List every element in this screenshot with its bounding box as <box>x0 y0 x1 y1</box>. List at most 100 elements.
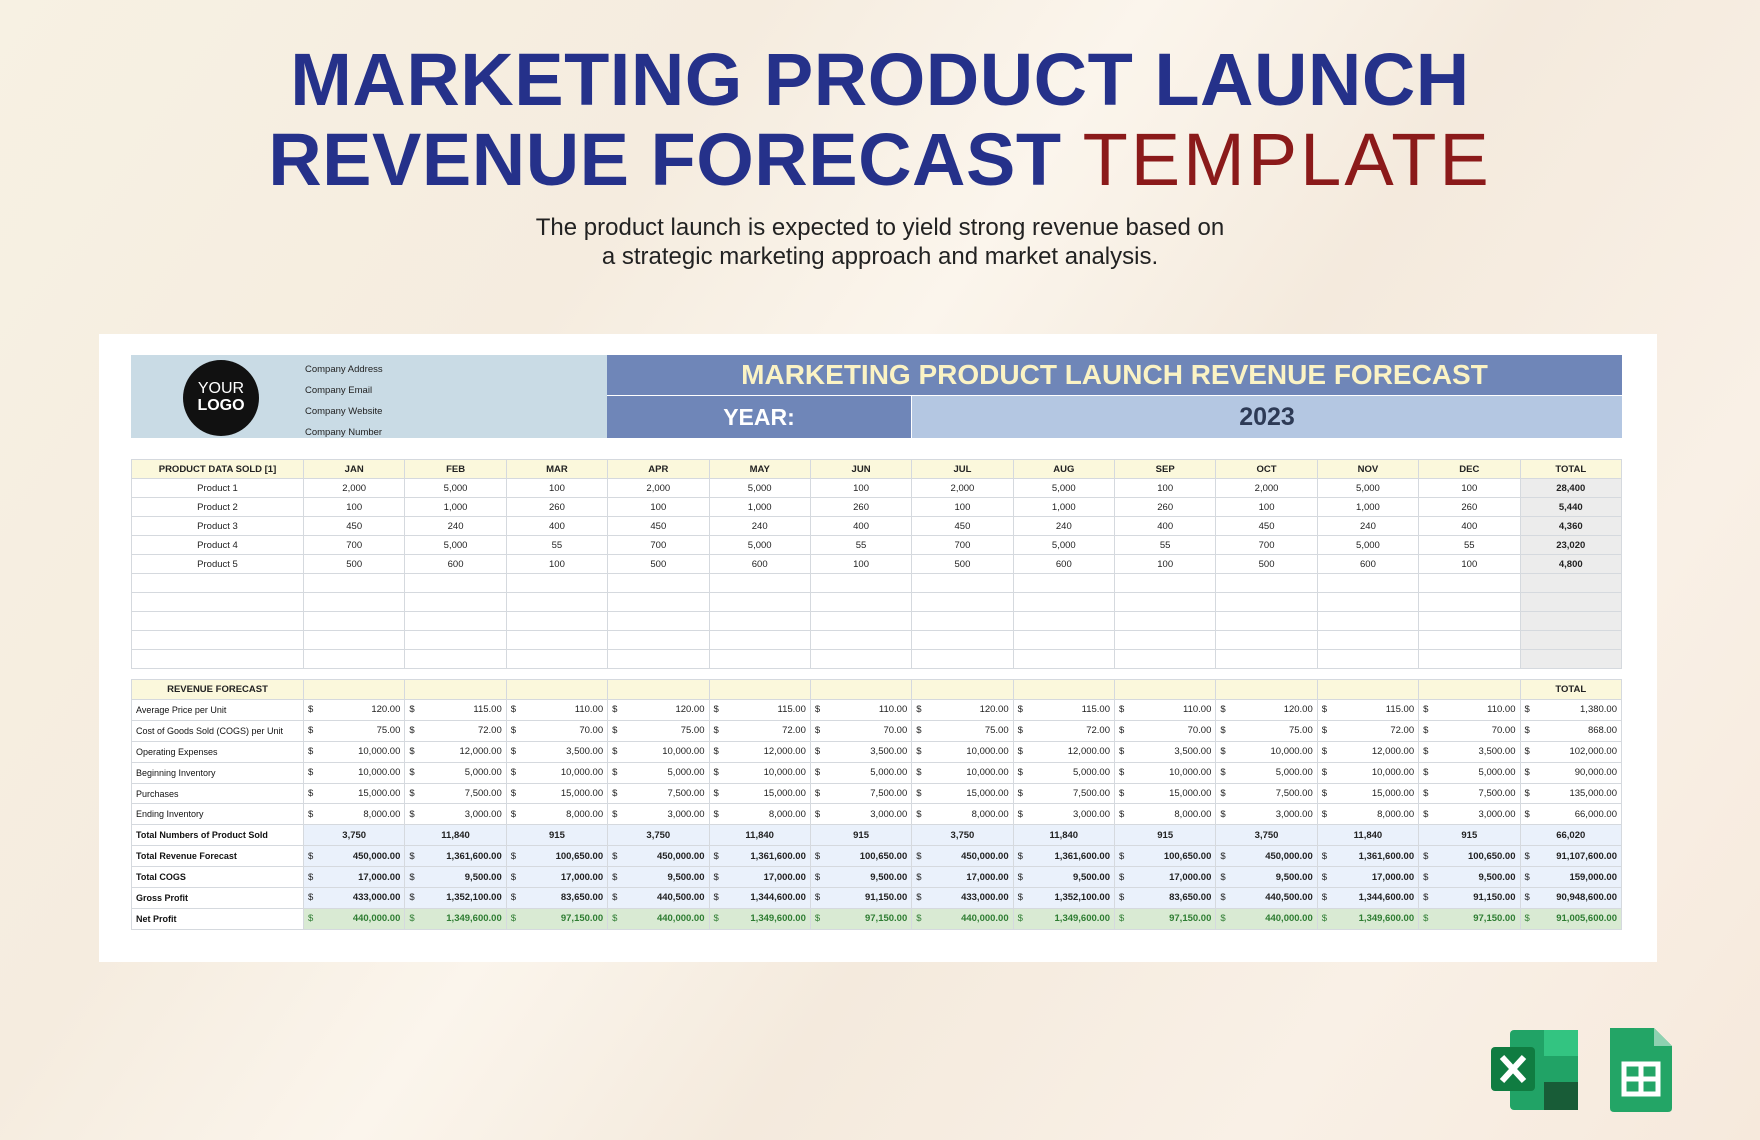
product-value: 1,000 <box>404 497 507 517</box>
empty-cell <box>404 573 507 593</box>
amount: 120.00 <box>1283 704 1313 716</box>
currency-sign: $ <box>612 913 618 925</box>
money: $5,000.00 <box>612 767 704 778</box>
amount: 450,000.00 <box>656 850 705 862</box>
empty-cell <box>607 573 710 593</box>
month-value: $97,150.00 <box>809 907 913 930</box>
month-value: $7,500.00 <box>1215 782 1318 805</box>
currency-sign: $ <box>1321 808 1328 820</box>
month-value: $72.00 <box>1012 719 1116 742</box>
empty-cell <box>607 649 710 669</box>
money: $91,107,600.00 <box>1525 851 1618 862</box>
money: $8,000.00 <box>1119 809 1211 820</box>
money: $440,000.00 <box>1220 913 1312 924</box>
currency-sign: $ <box>1321 871 1328 883</box>
row-total: $135,000.00 <box>1519 782 1622 805</box>
currency-sign: $ <box>1119 725 1125 737</box>
amount: 433,000.00 <box>961 892 1009 904</box>
currency-sign: $ <box>510 850 517 862</box>
empty-cell <box>708 592 811 612</box>
month-value: 915 <box>809 824 913 847</box>
month-value: $1,349,600.00 <box>404 907 507 930</box>
product-value: 5,000 <box>404 478 507 498</box>
amount: 1,361,600.00 <box>446 850 502 862</box>
currency-sign: $ <box>916 808 922 820</box>
product-row: Product 5 500 600 100 500 600 100 500 600 100 500 6… <box>131 554 1622 574</box>
currency-sign: $ <box>1524 871 1530 883</box>
currency-sign: $ <box>713 850 719 862</box>
empty-cell <box>1418 573 1521 593</box>
empty-cell <box>1012 573 1116 593</box>
currency-sign: $ <box>510 767 517 779</box>
amount: 8,000.00 <box>768 808 806 820</box>
month-value: $70.00 <box>809 719 913 742</box>
amount: 7,500.00 <box>464 788 502 799</box>
money: $12,000.00 <box>1018 746 1110 757</box>
month-value: $5,000.00 <box>1012 761 1116 784</box>
money: $72.00 <box>1018 725 1110 736</box>
money: $3,500.00 <box>1423 746 1515 757</box>
month-value: $440,500.00 <box>607 887 710 909</box>
amount: 3,750 <box>646 829 671 841</box>
amount: 1,361,600.00 <box>1054 850 1110 862</box>
amount: 72.00 <box>782 725 806 737</box>
empty-cell <box>1316 649 1420 669</box>
month-value: 11,840 <box>1316 824 1420 847</box>
amount: 3,000.00 <box>667 808 705 820</box>
money: $17,000.00 <box>916 872 1008 883</box>
currency-sign: $ <box>1220 725 1226 737</box>
money: $5,000.00 <box>409 767 501 778</box>
currency-sign: $ <box>1119 913 1125 925</box>
amount: 11,840 <box>745 829 774 841</box>
money: $7,500.00 <box>409 788 501 799</box>
money: $115.00 <box>714 704 806 715</box>
currency-sign: $ <box>814 913 821 925</box>
currency-sign: $ <box>1017 913 1023 925</box>
month-value: $120.00 <box>607 699 710 721</box>
header-row: REVENUE FORECAST TOTAL <box>131 679 1622 700</box>
blank-header <box>708 679 811 700</box>
empty-cell <box>911 592 1014 612</box>
empty-cell <box>1215 649 1318 669</box>
product-value: 450 <box>607 516 710 536</box>
empty-cell <box>302 649 406 669</box>
amount: 8,000.00 <box>566 808 604 820</box>
money: $120.00 <box>916 704 1008 715</box>
row-total: $1,380.00 <box>1519 699 1622 721</box>
empty-cell <box>809 630 913 650</box>
month-value: $440,000.00 <box>607 907 710 930</box>
currency-sign: $ <box>308 913 314 925</box>
revenue-row: Total COGS $17,000.00 $9,500.00 $17,000.00 $… <box>131 866 1622 889</box>
row-total: $66,000.00 <box>1519 803 1622 826</box>
amount: 5,000.00 <box>1073 767 1110 779</box>
product-value: 5,000 <box>708 535 811 555</box>
month-value: $3,000.00 <box>809 803 913 826</box>
month-value: $110.00 <box>1113 699 1217 721</box>
money: $159,000.00 <box>1525 872 1618 883</box>
money: $90,948,600.00 <box>1525 892 1618 903</box>
amount: 75.00 <box>1288 725 1313 737</box>
money: $17,000.00 <box>511 872 603 883</box>
product-value: 5,000 <box>1316 535 1420 555</box>
currency-sign: $ <box>814 871 821 883</box>
product-value: 5,000 <box>1012 478 1116 498</box>
month-value: $10,000.00 <box>302 761 406 784</box>
month-value: $5,000.00 <box>1215 761 1318 784</box>
amount: 91,150.00 <box>864 892 908 904</box>
product-value: 100 <box>505 554 609 574</box>
amount: 12,000.00 <box>459 746 502 758</box>
year-label: YEAR: <box>607 396 911 438</box>
empty-cell <box>1418 649 1521 669</box>
money: $75.00 <box>308 725 400 736</box>
currency-sign: $ <box>713 767 719 779</box>
currency-sign: $ <box>814 892 821 904</box>
month-value: $115.00 <box>404 699 507 721</box>
currency-sign: $ <box>510 808 517 820</box>
empty-cell <box>1316 573 1420 593</box>
currency-sign: $ <box>1220 746 1226 758</box>
currency-sign: $ <box>1321 767 1328 779</box>
currency-sign: $ <box>1220 892 1226 904</box>
money: $110.00 <box>511 704 603 715</box>
month-value: $15,000.00 <box>911 782 1014 805</box>
amount: 7,500.00 <box>667 788 705 799</box>
